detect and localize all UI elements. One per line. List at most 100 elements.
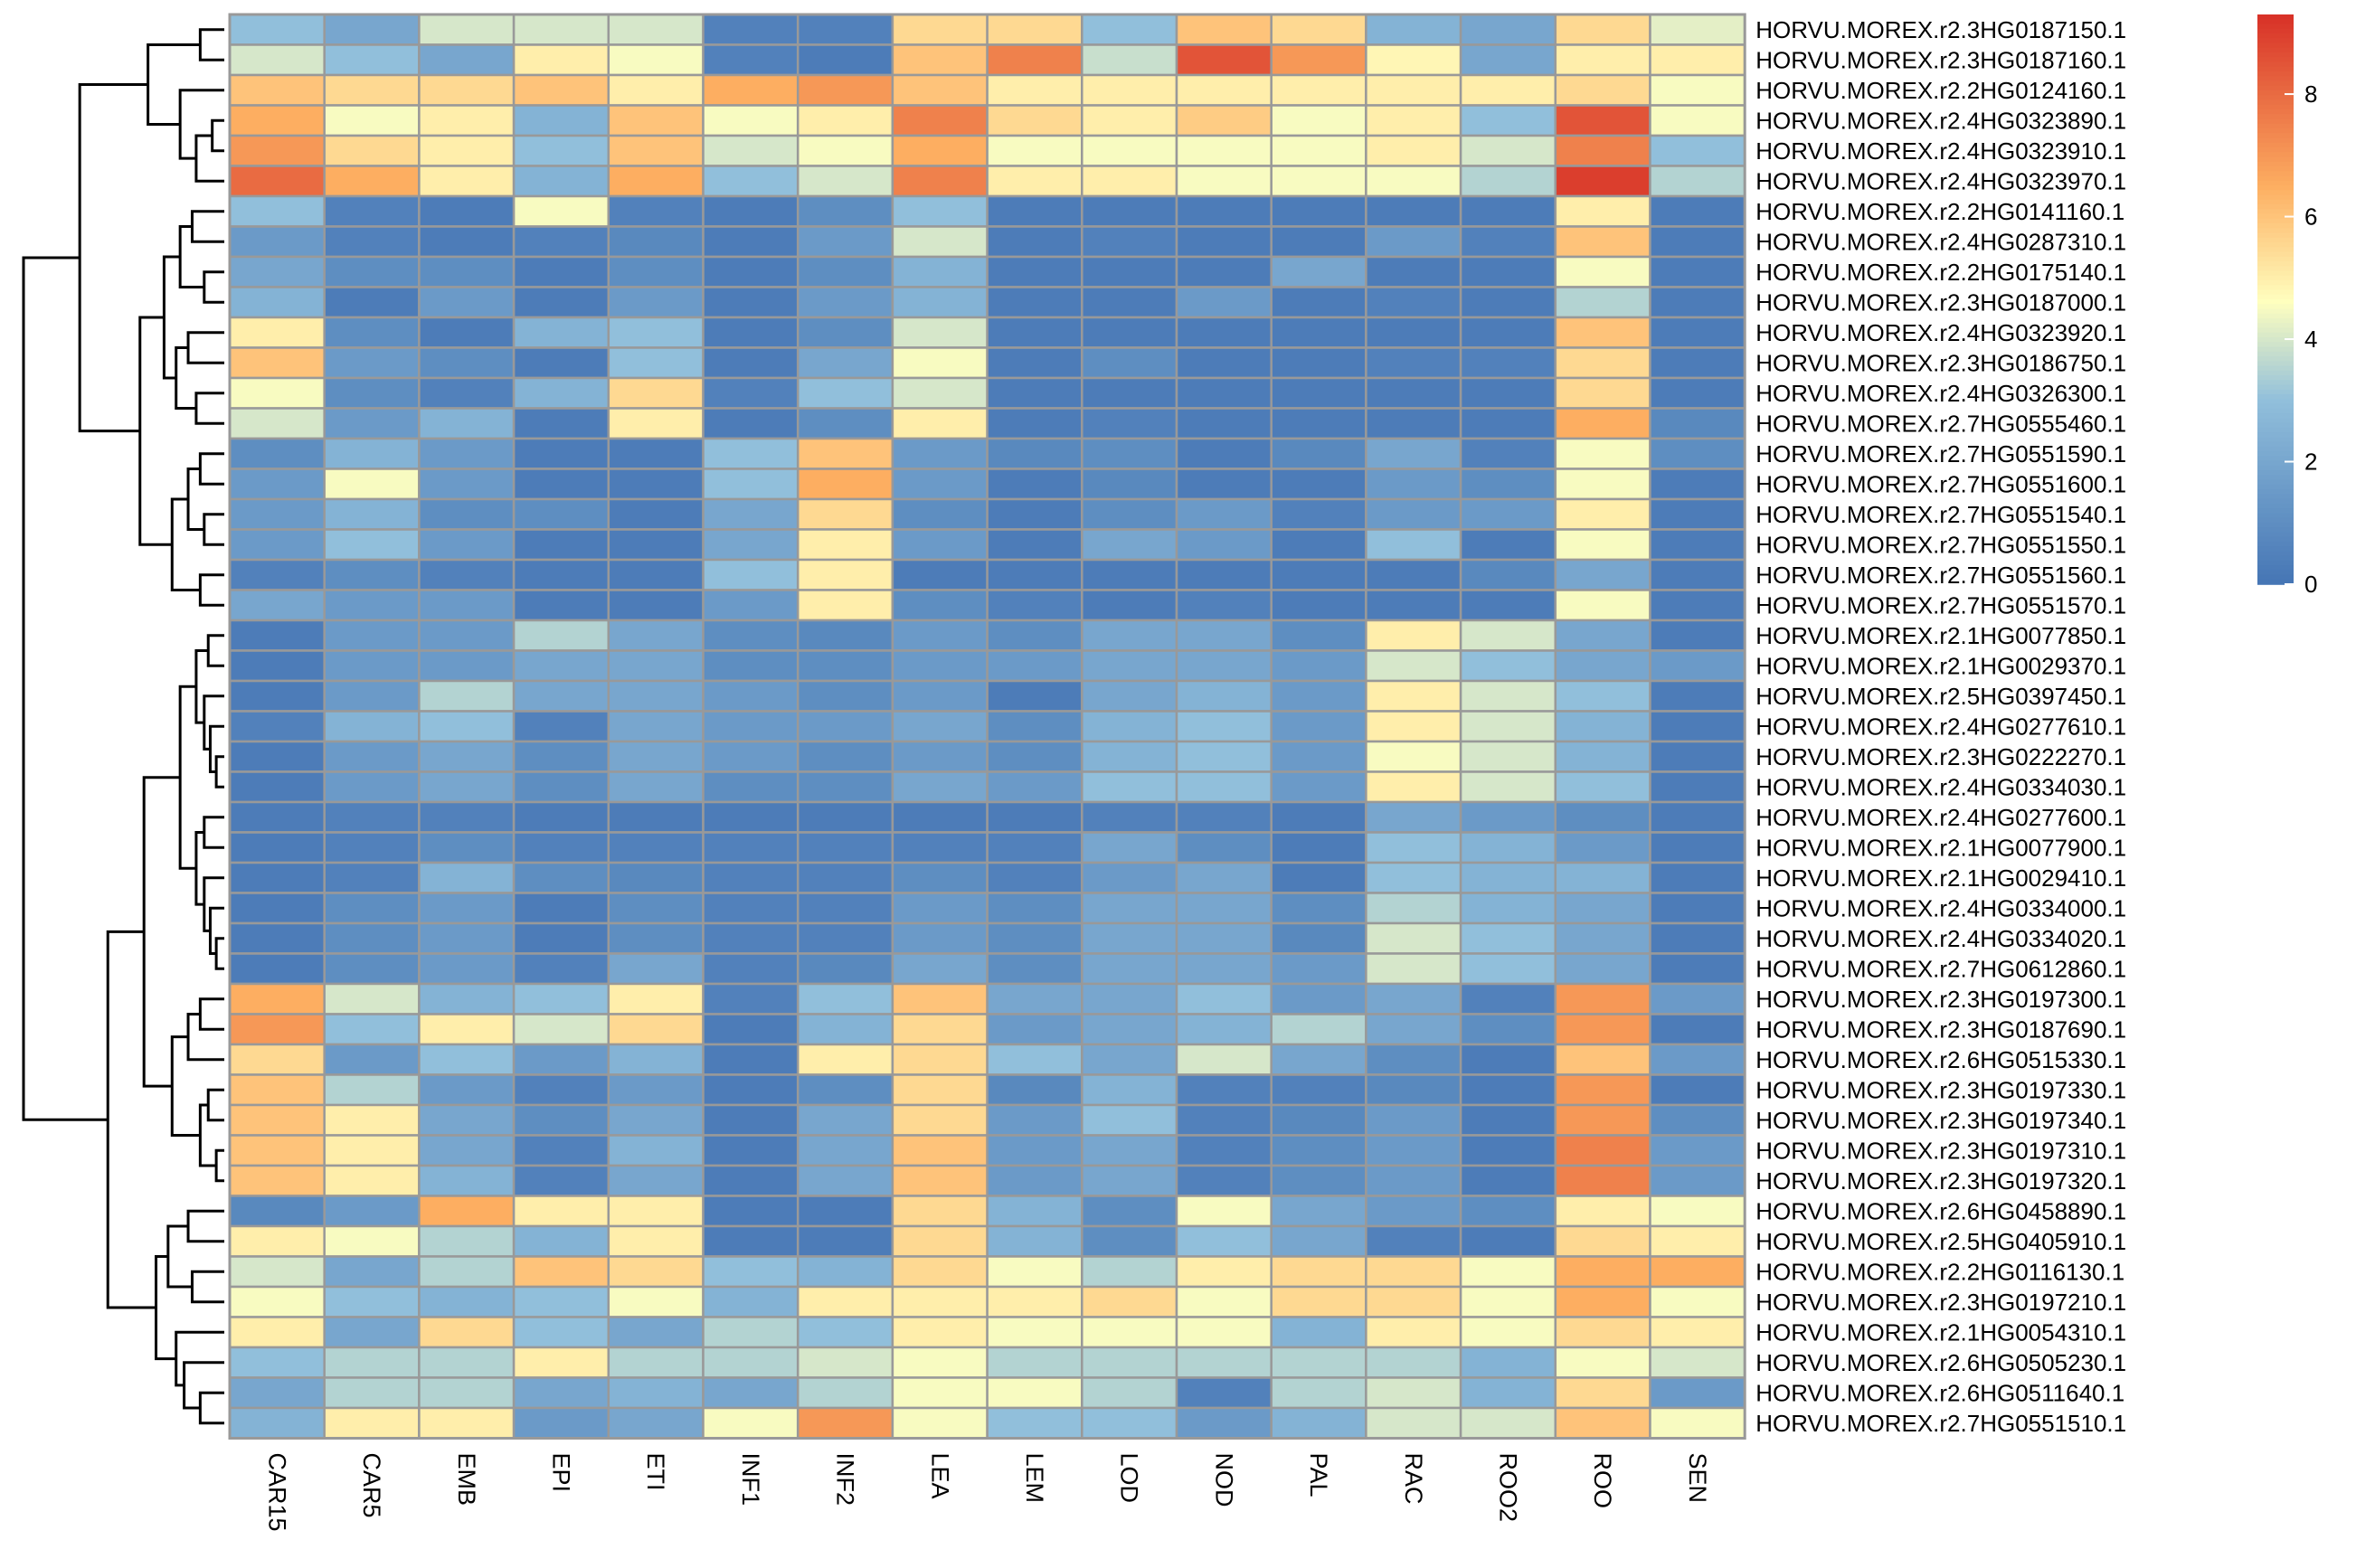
heatmap-cell xyxy=(512,407,610,440)
heatmap-cell xyxy=(891,710,989,743)
heatmap-cell xyxy=(1365,1195,1462,1228)
heatmap-cell xyxy=(1649,740,1746,773)
heatmap-cell xyxy=(1365,710,1462,743)
dendrogram-branch xyxy=(203,876,224,932)
heatmap-cell xyxy=(512,892,610,925)
heatmap-cell xyxy=(418,104,516,137)
heatmap-cell xyxy=(228,558,326,591)
dendrogram-branch xyxy=(186,331,224,364)
heatmap-cell xyxy=(1649,800,1746,834)
dendrogram-branch xyxy=(186,1209,224,1243)
heatmap-cell xyxy=(1365,1406,1462,1440)
heatmap-cell xyxy=(228,1346,326,1379)
heatmap-cell xyxy=(512,770,610,804)
legend-gradient-step xyxy=(2257,266,2294,272)
heatmap-cell xyxy=(512,800,610,834)
heatmap-cell xyxy=(1554,1316,1651,1349)
heatmap-cell xyxy=(891,649,989,683)
heatmap-cell xyxy=(1081,1043,1178,1076)
heatmap-cell xyxy=(228,194,326,228)
heatmap-cell xyxy=(702,1316,800,1349)
heatmap-cell xyxy=(891,1134,989,1167)
heatmap-cell xyxy=(1175,589,1273,622)
heatmap-cell xyxy=(1554,1073,1651,1107)
heatmap-cell xyxy=(796,497,894,531)
heatmap-cell xyxy=(607,286,705,319)
heatmap-cell xyxy=(228,861,326,894)
heatmap-cell xyxy=(986,194,1083,228)
heatmap-cell xyxy=(1270,679,1367,713)
heatmap-cell xyxy=(512,316,610,349)
heatmap-cell xyxy=(228,104,326,137)
heatmap-cell xyxy=(323,134,421,167)
heatmap-cell xyxy=(796,740,894,773)
heatmap-cell xyxy=(607,800,705,834)
heatmap-cell xyxy=(986,1164,1083,1197)
legend-gradient-step xyxy=(2257,489,2294,496)
heatmap-cell xyxy=(418,861,516,894)
heatmap-cell xyxy=(1459,165,1557,198)
heatmap-cell xyxy=(891,1224,989,1258)
heatmap-cell xyxy=(796,619,894,652)
heatmap-cell xyxy=(1459,831,1557,864)
heatmap-cell xyxy=(702,861,800,894)
heatmap-cell xyxy=(512,710,610,743)
heatmap-cell xyxy=(1459,558,1557,591)
heatmap-cell xyxy=(702,558,800,591)
heatmap-cell xyxy=(512,468,610,501)
heatmap-cell xyxy=(323,740,421,773)
heatmap-cell xyxy=(1365,1103,1462,1137)
heatmap-cell xyxy=(796,316,894,349)
heatmap-cell xyxy=(891,528,989,562)
heatmap-cell xyxy=(418,800,516,834)
heatmap-cell xyxy=(1459,134,1557,167)
heatmap-cell xyxy=(891,1376,989,1410)
heatmap-cell xyxy=(1459,649,1557,683)
heatmap-cell xyxy=(1175,921,1273,955)
heatmap-cell xyxy=(1459,316,1557,349)
heatmap-cell xyxy=(228,1103,326,1137)
heatmap-cell xyxy=(1649,194,1746,228)
heatmap-cell xyxy=(1270,1195,1367,1228)
heatmap-cell xyxy=(323,861,421,894)
heatmap-cell xyxy=(891,800,989,834)
heatmap-cell xyxy=(1649,13,1746,46)
legend-gradient-step xyxy=(2257,194,2294,201)
heatmap-cell xyxy=(1081,921,1178,955)
row-label: HORVU.MOREX.r2.3HG0197340.1 xyxy=(1755,1107,2126,1134)
row-label: HORVU.MOREX.r2.4HG0323890.1 xyxy=(1755,107,2126,134)
heatmap-cell xyxy=(323,225,421,259)
heatmap-cell xyxy=(228,1406,326,1440)
heatmap-cell xyxy=(986,982,1083,1015)
legend-gradient-step xyxy=(2257,71,2294,78)
heatmap-cell xyxy=(1554,73,1651,107)
heatmap-cell xyxy=(1459,982,1557,1015)
heatmap-cell xyxy=(1649,921,1746,955)
heatmap-cell xyxy=(1459,1376,1557,1410)
heatmap-cell xyxy=(1175,1195,1273,1228)
heatmap-cell xyxy=(1175,831,1273,864)
heatmap-cell xyxy=(1649,346,1746,380)
heatmap-cell xyxy=(1081,861,1178,894)
heatmap-cell xyxy=(418,194,516,228)
heatmap-cell xyxy=(607,316,705,349)
heatmap-cell xyxy=(607,437,705,470)
heatmap-cell xyxy=(228,528,326,562)
heatmap-cell xyxy=(323,528,421,562)
dendrogram-branch xyxy=(198,573,224,607)
heatmap-cell xyxy=(228,1255,326,1289)
heatmap-cell xyxy=(1081,1195,1178,1228)
heatmap-cell xyxy=(1081,800,1178,834)
heatmap-cell xyxy=(1270,861,1367,894)
dendrogram-branch xyxy=(186,468,204,531)
dendrogram-branch xyxy=(162,255,181,380)
heatmap-cell xyxy=(1459,740,1557,773)
heatmap-cell xyxy=(1554,134,1651,167)
heatmap-cell xyxy=(1554,892,1651,925)
heatmap-cell xyxy=(1649,1195,1746,1228)
legend-tick-label: 8 xyxy=(2304,80,2317,108)
heatmap-cell xyxy=(1459,1224,1557,1258)
heatmap-cell xyxy=(1081,710,1178,743)
heatmap-cell xyxy=(607,1316,705,1349)
heatmap-cell xyxy=(702,1013,800,1046)
